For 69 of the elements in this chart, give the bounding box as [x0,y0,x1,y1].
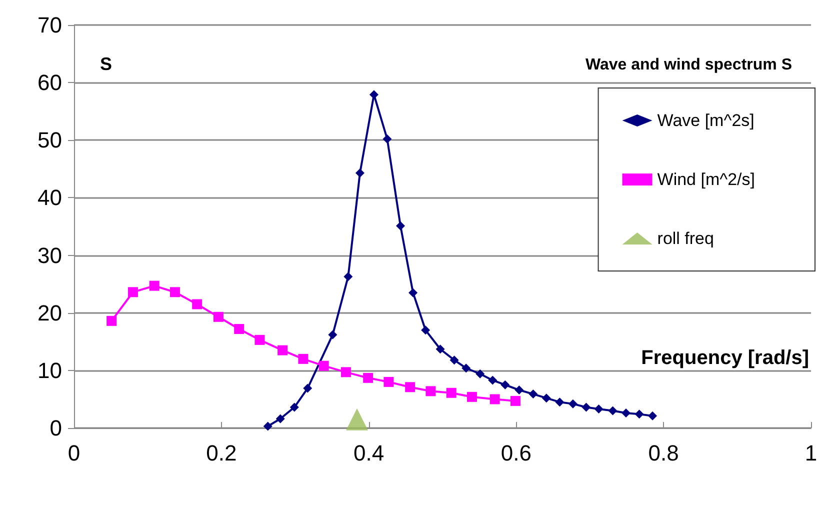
point [436,344,445,354]
x-tick-label: 0.8 [648,440,679,466]
point [234,324,244,334]
point [192,299,202,310]
point [648,411,658,420]
point [344,272,353,282]
point [405,382,416,392]
point [382,134,392,144]
point [634,410,644,419]
legend-label: Wave [m^2s] [657,111,754,130]
y-tick-label: 50 [38,128,62,153]
point [170,287,180,298]
y-axis-title: S [100,54,112,74]
y-tick-label: 30 [38,242,62,268]
point [213,312,224,322]
y-tick-label: 70 [38,12,62,38]
point [514,386,524,395]
x-tick-label: 0.2 [206,440,237,466]
point [510,396,520,406]
x-tick-label: 0 [68,440,80,466]
point [476,369,485,378]
x-tick-label: 0.4 [354,440,384,466]
point [582,402,591,412]
point [318,360,329,371]
point [555,398,564,407]
point [500,380,510,390]
point [384,376,394,387]
point [446,388,456,398]
point [106,316,117,326]
y-tick-label: 0 [50,416,62,440]
x-axis-title: Frequency [rad/s] [641,347,810,369]
point [346,408,368,430]
y-tick-label: 20 [38,300,62,326]
text: Wave and wind spectrum S [585,56,792,74]
point [303,384,312,393]
point [421,326,430,335]
point [568,399,578,408]
y-tick-label: 10 [38,358,62,383]
point [276,414,285,424]
point [149,280,160,291]
point [263,422,272,431]
point [290,402,299,412]
point [298,354,308,364]
point [466,392,477,402]
point [488,376,498,385]
point [490,394,500,404]
legend-label: Wind [m^2/s] [657,170,755,189]
point [328,330,338,340]
point [462,364,471,373]
point [542,394,551,403]
y-tick-label: 60 [38,70,62,96]
point [594,404,604,414]
point [355,168,364,178]
point [278,345,288,356]
point [363,372,374,383]
point [450,356,459,365]
x-tick-label: 0.6 [500,440,532,466]
point [622,408,631,418]
point [426,386,436,396]
x-tick-label: 1 [804,440,818,466]
point [528,390,538,399]
point [128,287,138,298]
point [396,221,405,230]
point [408,288,418,298]
point [340,367,351,378]
point [608,406,618,416]
point [254,334,265,345]
legend-label: roll freq [657,229,714,248]
y-tick-label: 40 [38,185,62,210]
